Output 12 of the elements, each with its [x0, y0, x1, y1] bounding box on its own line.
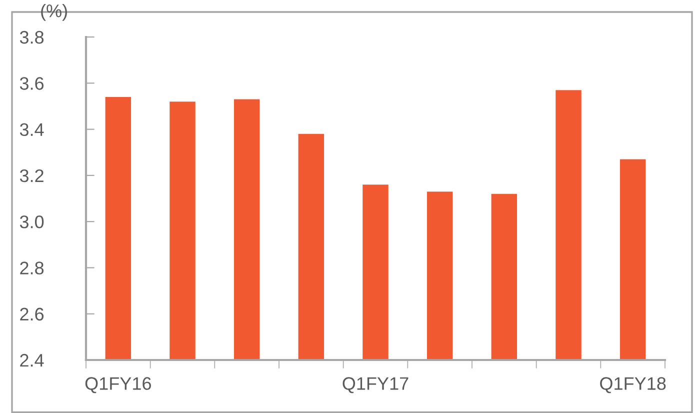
x-tick-label: Q1FY18: [600, 377, 666, 394]
y-tick-label: 3.4: [20, 123, 44, 136]
y-tick-label: 3.8: [20, 30, 44, 44]
x-tick-label: Q1FY17: [342, 377, 408, 394]
y-tick-label: 3.2: [20, 169, 44, 182]
y-tick-label: 2.8: [20, 262, 44, 274]
y-tick-label: 3.0: [20, 216, 44, 228]
y-tick-label: 2.4: [20, 354, 44, 367]
x-tick-label: Q1FY16: [85, 377, 151, 394]
y-tick-label: 2.6: [20, 308, 44, 321]
chart-title: (%): [41, 4, 67, 21]
y-tick-label: 3.6: [20, 77, 44, 90]
